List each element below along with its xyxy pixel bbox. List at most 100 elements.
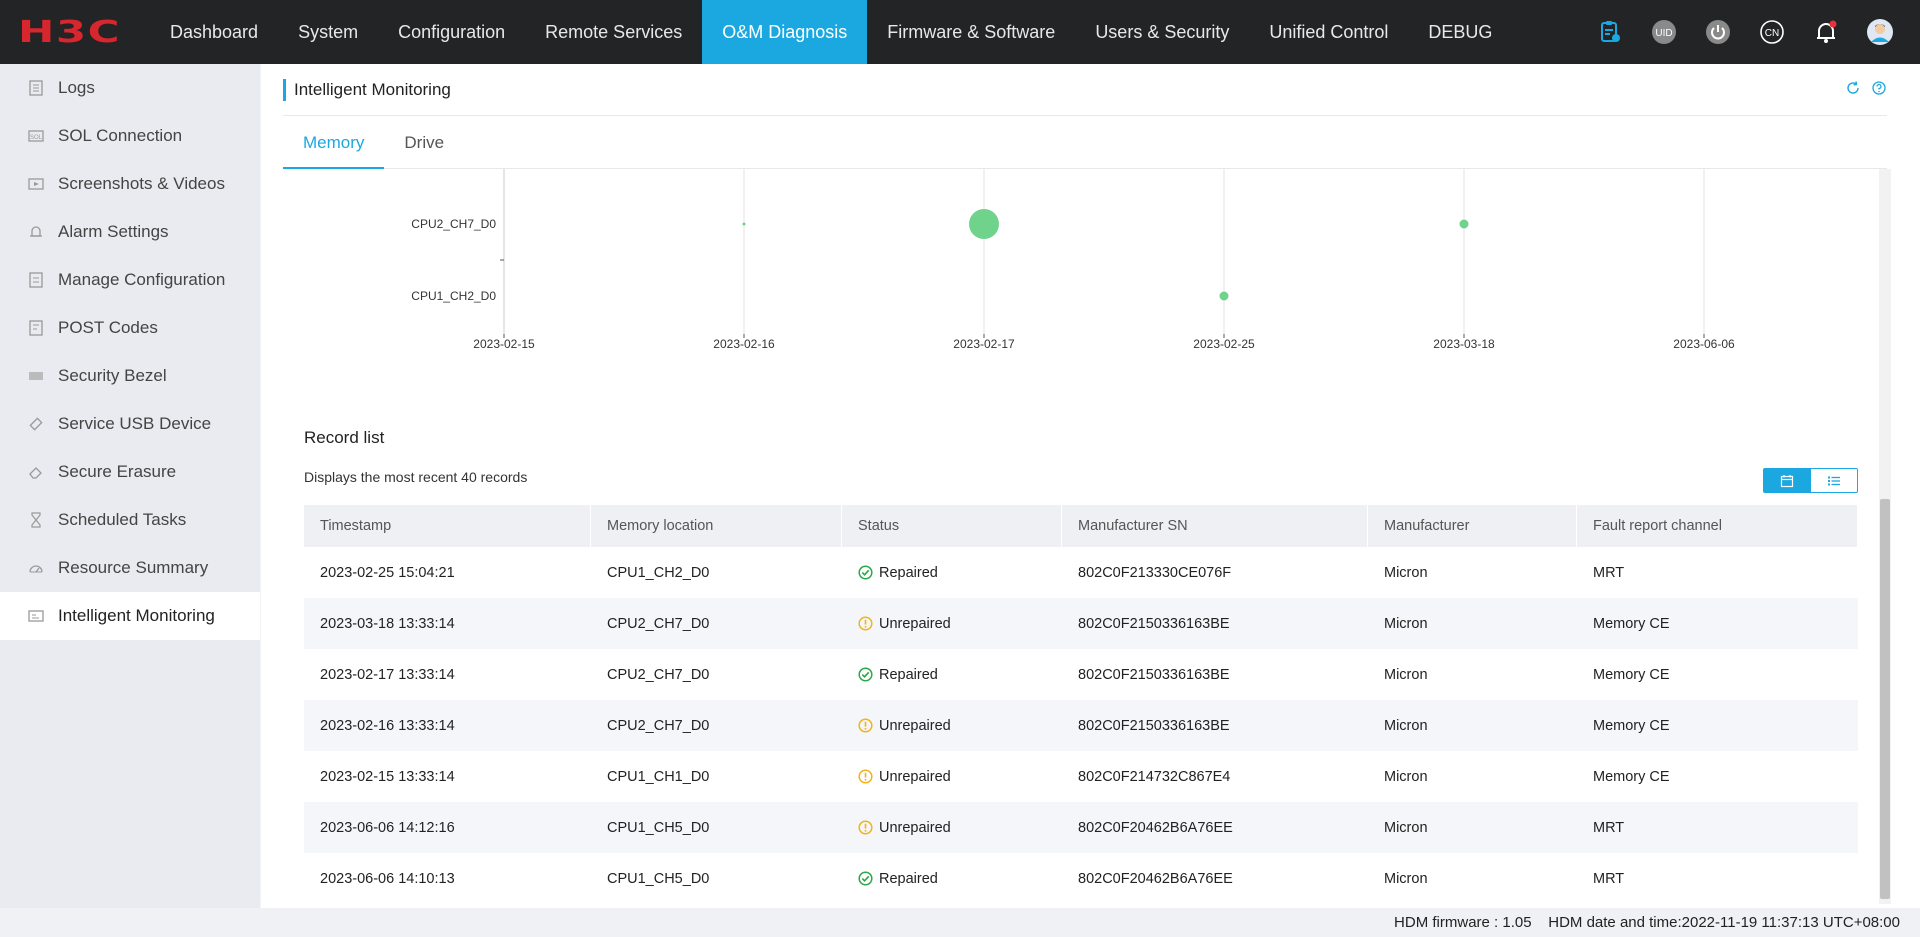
header-icon-group xyxy=(1835,80,1887,96)
sidebar-item-label: Intelligent Monitoring xyxy=(58,606,215,625)
clipboard-icon[interactable] xyxy=(1596,18,1624,46)
table-cell-channel: Memory CE xyxy=(1593,768,1670,785)
main-nav: Dashboard System Configuration Remote Servi… xyxy=(150,0,1512,64)
sidebar-item-screenshots-videos[interactable]: Screenshots & Videos xyxy=(0,160,260,208)
nav-item-configuration[interactable]: Configuration xyxy=(398,22,506,42)
sidebar-item-resource-summary[interactable]: Resource Summary xyxy=(0,544,260,592)
table-cell-channel: Memory CE xyxy=(1593,717,1670,734)
table-cell-channel: Memory CE xyxy=(1593,615,1670,632)
post-icon xyxy=(28,320,44,336)
table-row: 2023-06-06 14:12:16 CPU1_CH5_D0 Unrepaired… xyxy=(304,802,1858,853)
column-header[interactable]: Memory location xyxy=(591,505,842,547)
status-text: Unrepaired xyxy=(879,819,951,836)
scrollbar-thumb[interactable] xyxy=(1880,499,1890,899)
table-cell-sn: 802C0F2150336163BE xyxy=(1078,717,1230,734)
erase-icon xyxy=(28,464,44,480)
language-icon[interactable]: CN xyxy=(1758,18,1786,46)
table-cell-manufacturer: Micron xyxy=(1384,819,1428,836)
status-text: Repaired xyxy=(879,870,938,887)
table-cell-sn: 802C0F214732C867E4 xyxy=(1078,768,1231,785)
calendar-icon xyxy=(1781,474,1794,487)
monitor-icon xyxy=(28,608,44,624)
sidebar-item-post-codes[interactable]: POST Codes xyxy=(0,304,260,352)
bell-icon[interactable] xyxy=(1812,18,1840,46)
table-row: 2023-02-15 13:33:14 CPU1_CH1_D0 Unrepaired… xyxy=(304,751,1858,802)
sidebar-item-logs[interactable]: Logs xyxy=(0,64,260,112)
nav-item-remote-services[interactable]: Remote Services xyxy=(545,22,683,42)
sidebar-item-label: POST Codes xyxy=(58,318,158,337)
calendar-view-button[interactable] xyxy=(1764,469,1811,492)
warning-circle-icon xyxy=(858,769,873,784)
sidebar-item-intelligent-monitoring[interactable]: Intelligent Monitoring xyxy=(0,592,260,640)
chart-point xyxy=(742,222,746,226)
nav-item-unified-control[interactable]: Unified Control xyxy=(1269,22,1389,42)
list-view-button[interactable] xyxy=(1811,469,1858,492)
column-header[interactable]: Fault report channel xyxy=(1577,505,1858,547)
tab-memory[interactable]: Memory xyxy=(283,117,385,169)
table-cell-timestamp: 2023-02-16 13:33:14 xyxy=(320,717,455,734)
h3c-logo[interactable]: H3C xyxy=(18,14,121,50)
table-row: 2023-02-17 13:33:14 CPU2_CH7_D0 Repaired 80… xyxy=(304,649,1858,700)
record-table: Timestamp Memory location Status Manufactur… xyxy=(304,505,1858,904)
alarm-icon xyxy=(28,224,44,240)
refresh-icon[interactable] xyxy=(1845,80,1861,96)
panel-header: Intelligent Monitoring xyxy=(283,64,1887,116)
bezel-icon xyxy=(28,368,44,384)
table-cell-manufacturer: Micron xyxy=(1384,615,1428,632)
column-header[interactable]: Manufacturer SN xyxy=(1062,505,1368,547)
sol-icon: SOL xyxy=(28,128,44,144)
table-cell-status: Repaired xyxy=(842,871,1062,887)
status-text: Unrepaired xyxy=(879,615,951,632)
sidebar-item-manage-configuration[interactable]: Manage Configuration xyxy=(0,256,260,304)
warning-circle-icon xyxy=(858,616,873,631)
chart-x-tick-label: 2023-02-16 xyxy=(713,337,775,351)
table-cell-location: CPU1_CH5_D0 xyxy=(607,870,710,887)
column-header[interactable]: Manufacturer xyxy=(1368,505,1577,547)
table-cell-timestamp: 2023-02-15 13:33:14 xyxy=(320,768,455,785)
help-icon[interactable] xyxy=(1871,80,1887,96)
status-footer: HDM firmware : 1.05 HDM date and time:20… xyxy=(0,908,1920,937)
sidebar-item-sol-connection[interactable]: SOL SOL Connection xyxy=(0,112,260,160)
nav-item-users-security[interactable]: Users & Security xyxy=(1095,22,1230,42)
table-cell-channel: MRT xyxy=(1593,870,1625,887)
table-cell-status: Unrepaired xyxy=(842,769,1062,785)
table-cell-manufacturer: Micron xyxy=(1384,870,1428,887)
chart-x-tick-label: 2023-02-17 xyxy=(953,337,1015,351)
uid-icon[interactable]: UID xyxy=(1650,18,1678,46)
log-icon xyxy=(28,80,44,96)
tab-drive[interactable]: Drive xyxy=(404,133,445,152)
power-icon[interactable] xyxy=(1704,18,1732,46)
nav-item-firmware-software[interactable]: Firmware & Software xyxy=(887,22,1056,42)
sidebar-item-alarm-settings[interactable]: Alarm Settings xyxy=(0,208,260,256)
chart-point xyxy=(1459,219,1469,229)
footer-info: HDM firmware : 1.05 HDM date and time:20… xyxy=(1394,914,1900,931)
table-cell-sn: 802C0F213330CE076F xyxy=(1078,564,1232,581)
user-avatar-icon[interactable] xyxy=(1866,18,1894,46)
table-cell-timestamp: 2023-03-18 13:33:14 xyxy=(320,615,455,632)
check-circle-icon xyxy=(858,667,873,682)
table-cell-channel: MRT xyxy=(1593,564,1625,581)
table-cell-manufacturer: Micron xyxy=(1384,717,1428,734)
table-cell-sn: 802C0F2150336163BE xyxy=(1078,666,1230,683)
sidebar-item-scheduled-tasks[interactable]: Scheduled Tasks xyxy=(0,496,260,544)
sidebar-item-secure-erasure[interactable]: Secure Erasure xyxy=(0,448,260,496)
nav-item-dashboard[interactable]: Dashboard xyxy=(170,22,259,42)
nav-item-debug[interactable]: DEBUG xyxy=(1428,22,1493,42)
column-header[interactable]: Status xyxy=(842,505,1062,547)
nav-item-o-m-diagnosis[interactable]: O&M Diagnosis xyxy=(702,0,868,64)
table-cell-location: CPU2_CH7_D0 xyxy=(607,717,710,734)
table-cell-manufacturer: Micron xyxy=(1384,768,1428,785)
sidebar-item-label: Screenshots & Videos xyxy=(58,174,225,193)
firmware-version: HDM firmware : 1.05 xyxy=(1394,914,1532,931)
chart-canvas: 2023-02-15 2023-02-16 2023-02-17 2023-02-25… xyxy=(411,169,1735,351)
chart-point xyxy=(1219,291,1229,301)
column-header[interactable]: Timestamp xyxy=(304,505,591,547)
uid-label: UID xyxy=(1655,28,1672,39)
tab-bar: Memory Drive xyxy=(283,117,1887,169)
title-accent-bar xyxy=(283,78,286,101)
nav-item-system[interactable]: System xyxy=(298,22,359,42)
sidebar-item-service-usb-device[interactable]: Service USB Device xyxy=(0,400,260,448)
sidebar-item-security-bezel[interactable]: Security Bezel xyxy=(0,352,260,400)
table-cell-manufacturer: Micron xyxy=(1384,666,1428,683)
sidebar-item-label: Manage Configuration xyxy=(58,270,226,289)
